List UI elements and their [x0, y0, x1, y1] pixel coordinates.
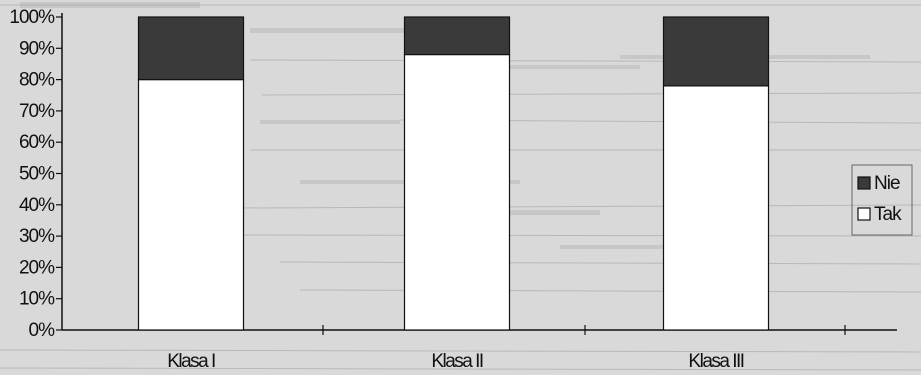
x-category-label: Klasa III [688, 351, 743, 372]
bar-segment-nie [139, 17, 244, 80]
background-line [262, 93, 921, 95]
y-tick-label: 80% [19, 70, 55, 91]
background-smudge [560, 245, 680, 249]
legend: Nie Tak [852, 165, 912, 235]
background-line [250, 60, 921, 62]
legend-swatch-nie [858, 177, 870, 189]
x-category-label: Klasa I [167, 351, 215, 372]
bars [139, 17, 769, 330]
background-line [240, 205, 921, 208]
background-line [240, 235, 921, 236]
y-tick-label: 40% [19, 195, 55, 216]
y-tick-label: 30% [19, 226, 55, 247]
bar-segment-tak [664, 86, 769, 330]
y-tick-label: 0% [29, 320, 56, 341]
background-line [280, 262, 921, 264]
legend-label: Tak [874, 204, 902, 225]
y-tick-label: 50% [19, 164, 55, 185]
y-tick-label: 20% [19, 257, 55, 278]
background-line [300, 290, 921, 292]
y-tick-label: 10% [19, 289, 55, 310]
y-tick-label: 70% [19, 101, 55, 122]
bar-segment-tak [139, 80, 244, 330]
y-tick-label: 60% [19, 132, 55, 153]
bar-segment-nie [664, 17, 769, 86]
legend-swatch-tak [858, 208, 870, 220]
bar-segment-tak [405, 55, 510, 330]
legend-label: Nie [874, 173, 900, 194]
y-tick-label: 90% [19, 38, 55, 59]
bar-segment-nie [405, 17, 510, 55]
y-tick-label: 100% [9, 7, 55, 28]
background-smudge [260, 120, 400, 124]
x-category-label: Klasa II [431, 351, 483, 372]
background-smudge [250, 28, 410, 33]
